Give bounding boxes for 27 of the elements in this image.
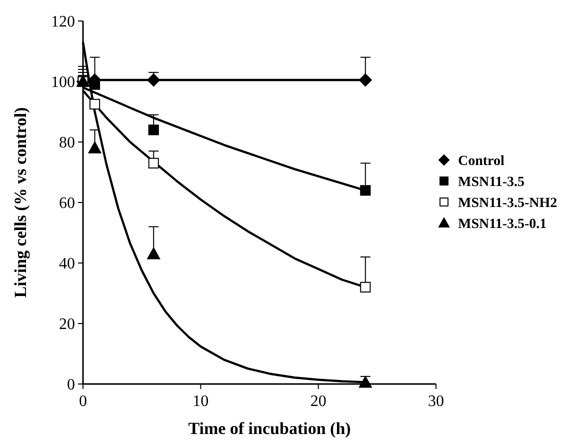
point [148,158,159,168]
y-tick-label: 0 [67,376,75,394]
point [360,282,371,292]
y-tick-label: 120 [51,14,75,31]
y-tick-label: 20 [59,316,75,334]
point [358,376,372,388]
legend-label: MSN11-3.5-0.1 [458,216,547,232]
y-tick-label: 40 [59,256,75,273]
point [147,247,160,260]
point [360,185,371,196]
point [89,98,100,110]
x-tick-label: 30 [428,393,444,410]
x-axis-title: Time of incubation (h) [188,419,351,438]
x-tick-label: 20 [310,393,326,410]
legend-label: Control [458,154,505,169]
point [147,73,160,86]
y-tick-label: 80 [59,134,75,152]
x-tick-label: 0 [79,393,87,410]
point [148,124,159,136]
x-tick-label: 10 [192,393,209,410]
y-axis-title: Living cells (% vs control) [11,107,30,298]
legend-label: MSN11-3.5-NH2 [458,196,558,211]
legend-label: MSN11-3.5 [458,174,524,190]
point [358,73,372,86]
y-tick-label: 60 [59,195,75,212]
point [88,142,102,154]
y-tick-label: 100 [51,74,75,92]
